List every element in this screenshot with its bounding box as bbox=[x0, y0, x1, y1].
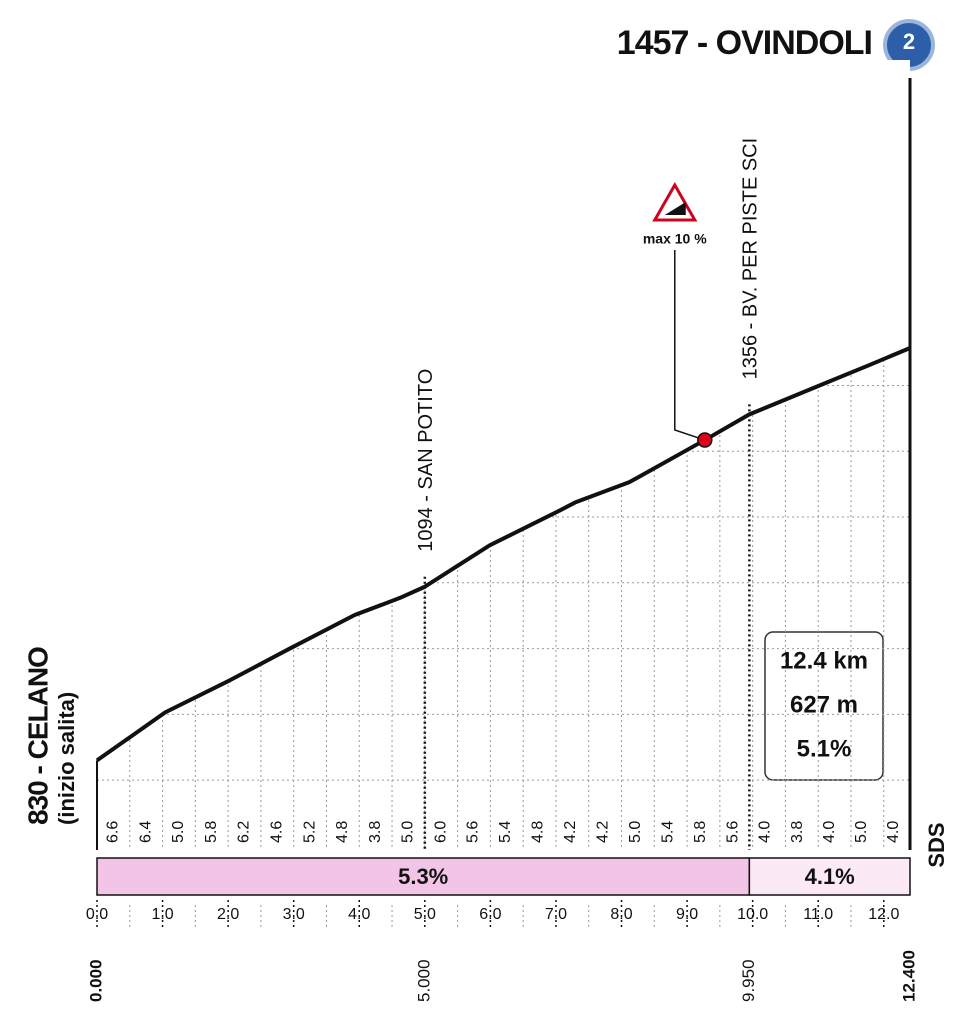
segment-gradient: 5.2 bbox=[301, 821, 318, 843]
x-tick-label: 2.0 bbox=[217, 906, 239, 923]
x-tick-label: 7.0 bbox=[545, 906, 567, 923]
profile-cover bbox=[97, 60, 910, 761]
segment-gradient: 6.6 bbox=[105, 821, 122, 843]
segment-gradient: 4.0 bbox=[885, 821, 902, 843]
x-tick-label: 11.0 bbox=[803, 906, 833, 923]
x-tick-label: 1.0 bbox=[151, 906, 173, 923]
x-tick-label: 10.0 bbox=[737, 906, 768, 923]
sector-bar bbox=[96, 857, 751, 896]
segment-gradient: 5.0 bbox=[853, 821, 870, 843]
x-tick-label: 0.0 bbox=[86, 906, 108, 923]
poi-label: 1094 - SAN POTITO bbox=[415, 369, 437, 552]
summary-text: 5.1% bbox=[797, 735, 852, 762]
segment-gradient: 3.8 bbox=[367, 821, 384, 843]
x-tick-label: 3.0 bbox=[283, 906, 305, 923]
distance-label: 0.000 bbox=[86, 959, 105, 1002]
segment-gradient: 5.8 bbox=[203, 821, 220, 843]
x-tick-label: 4.0 bbox=[348, 906, 370, 923]
segment-gradient: 6.2 bbox=[236, 821, 253, 843]
segment-gradient: 6.4 bbox=[137, 821, 154, 843]
x-tick-label: 12.0 bbox=[868, 906, 899, 923]
sector-bar bbox=[748, 857, 911, 896]
start-label: 830 - CELANO bbox=[22, 647, 53, 825]
x-tick-label: 5.0 bbox=[414, 906, 436, 923]
x-tick-label: 6.0 bbox=[479, 906, 501, 923]
distance-label: 9.950 bbox=[739, 959, 758, 1002]
poi-label: 1356 - BV. PER PISTE SCI bbox=[740, 138, 762, 380]
segment-gradient: 5.6 bbox=[724, 821, 741, 843]
sector-label: 5.3% bbox=[398, 864, 448, 889]
segment-gradient: 3.8 bbox=[789, 821, 806, 843]
segment-gradient: 5.0 bbox=[627, 821, 644, 843]
max-gradient-leader bbox=[674, 250, 706, 441]
badge-text: 2 bbox=[903, 29, 915, 54]
segment-gradient: 5.6 bbox=[465, 821, 482, 843]
max-gradient-dot bbox=[697, 432, 713, 448]
segment-gradient: 5.4 bbox=[659, 821, 676, 843]
segment-gradient: 6.0 bbox=[432, 821, 449, 843]
profile-line bbox=[95, 346, 911, 763]
segment-gradient: 5.0 bbox=[170, 821, 187, 843]
max-gradient-label: max 10 % bbox=[643, 231, 707, 247]
warning-slope bbox=[664, 202, 686, 215]
segment-gradient: 4.2 bbox=[595, 821, 612, 843]
segment-gradient: 4.6 bbox=[269, 821, 286, 843]
segment-gradient: 4.2 bbox=[562, 821, 579, 843]
segment-gradient: 5.8 bbox=[692, 821, 709, 843]
sector-label: 4.1% bbox=[805, 864, 855, 889]
segment-gradient: 4.0 bbox=[821, 821, 838, 843]
segment-gradient: 4.0 bbox=[757, 821, 774, 843]
summary-text: 627 m bbox=[790, 691, 858, 718]
x-tick-label: 9.0 bbox=[676, 906, 698, 923]
summary-text: 12.4 km bbox=[780, 647, 868, 674]
distance-label: 5.000 bbox=[414, 959, 433, 1002]
segment-gradient: 5.4 bbox=[497, 821, 514, 843]
chart-title: 1457 - OVINDOLI bbox=[617, 24, 872, 62]
segment-gradient: 5.0 bbox=[400, 821, 417, 843]
distance-label: 12.400 bbox=[899, 950, 918, 1002]
x-tick-label: 8.0 bbox=[610, 906, 632, 923]
start-sublabel: (inizio salita) bbox=[54, 692, 79, 825]
segment-gradient: 4.8 bbox=[530, 821, 547, 843]
segment-gradient: 4.8 bbox=[334, 821, 351, 843]
logo: SDS bbox=[924, 822, 949, 867]
